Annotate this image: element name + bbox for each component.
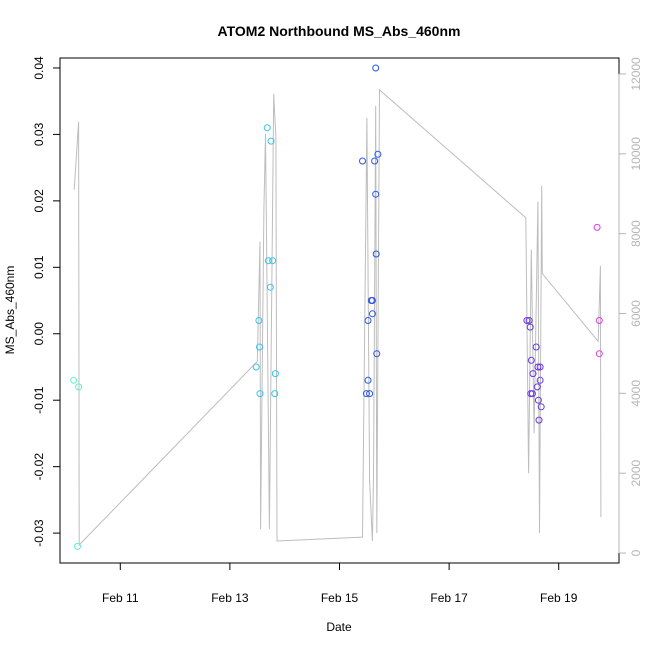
data-point [266, 283, 274, 291]
data-point [366, 390, 374, 398]
x-axis-label: Date [326, 620, 352, 634]
data-point [536, 376, 544, 384]
data-point [535, 416, 543, 424]
y2-tick-label: 2000 [629, 460, 643, 487]
data-point [374, 150, 382, 158]
data-point [364, 376, 372, 384]
secondary-series-line [73, 88, 602, 547]
y-axis: -0.03 -0.02 -0.01 0.00 0.01 0.02 0.03 0.04 [32, 56, 61, 547]
x-tick-label: Feb 13 [211, 591, 249, 605]
data-point [267, 137, 275, 145]
data-point [525, 317, 533, 324]
data-point [372, 190, 380, 198]
y-tick-label: 0.04 [32, 56, 46, 80]
y2-tick-label: 12000 [629, 57, 643, 91]
data-point [269, 257, 277, 265]
y2-axis: 0 2000 4000 6000 8000 10000 12000 [618, 57, 643, 556]
y2-tick-label: 8000 [629, 220, 643, 247]
y2-tick-label: 0 [629, 549, 643, 556]
data-point [372, 250, 380, 258]
data-point [74, 542, 81, 550]
data-point [595, 317, 603, 324]
data-point [529, 370, 537, 378]
data-point [534, 363, 542, 371]
data-point [527, 356, 535, 364]
data-point [271, 370, 279, 378]
x-tick-label: Feb 19 [540, 591, 578, 605]
data-point [368, 310, 376, 318]
data-point [537, 403, 545, 411]
y-tick-label: 0.01 [32, 255, 46, 279]
y-tick-label: 0.02 [32, 189, 46, 213]
data-point [362, 390, 370, 398]
data-point [256, 390, 264, 398]
data-point [373, 350, 381, 358]
data-point [359, 157, 366, 165]
y2-tick-label: 6000 [629, 300, 643, 327]
data-point [523, 317, 531, 324]
data-point [533, 383, 541, 391]
y-tick-label: -0.02 [32, 453, 46, 481]
data-point [528, 390, 536, 398]
data-point [264, 257, 272, 265]
data-point [70, 376, 78, 384]
data-point [364, 317, 372, 324]
data-point [271, 390, 279, 398]
data-point [368, 297, 376, 304]
data-point [536, 363, 544, 371]
y-tick-label: -0.03 [32, 519, 46, 547]
y-tick-label: 0.03 [32, 122, 46, 146]
data-point [256, 343, 263, 351]
x-tick-label: Feb 15 [321, 591, 359, 605]
data-point [595, 350, 603, 358]
x-tick-label: Feb 11 [102, 591, 139, 605]
x-tick-label: Feb 17 [430, 591, 468, 605]
data-point [252, 363, 260, 371]
plot-area [59, 57, 620, 564]
points-layer [70, 64, 603, 550]
y-tick-label: 0.00 [32, 322, 46, 346]
data-point [526, 323, 534, 331]
y2-tick-label: 10000 [629, 137, 643, 171]
x-axis: Feb 11 Feb 13 Feb 15 Feb 17 Feb 19 [102, 562, 578, 605]
chart-title: ATOM2 Northbound MS_Abs_460nm [218, 23, 461, 39]
y-axis-label: MS_Abs_460nm [3, 266, 17, 355]
data-point [75, 383, 83, 391]
data-point [263, 124, 271, 132]
data-point [255, 317, 263, 324]
data-point [593, 223, 601, 231]
y2-tick-label: 4000 [629, 380, 643, 407]
secondary-line-layer [73, 88, 602, 547]
y-tick-label: -0.01 [32, 386, 46, 414]
data-point [371, 157, 379, 165]
data-point [372, 64, 380, 72]
data-point [532, 343, 540, 351]
data-point [534, 396, 542, 404]
